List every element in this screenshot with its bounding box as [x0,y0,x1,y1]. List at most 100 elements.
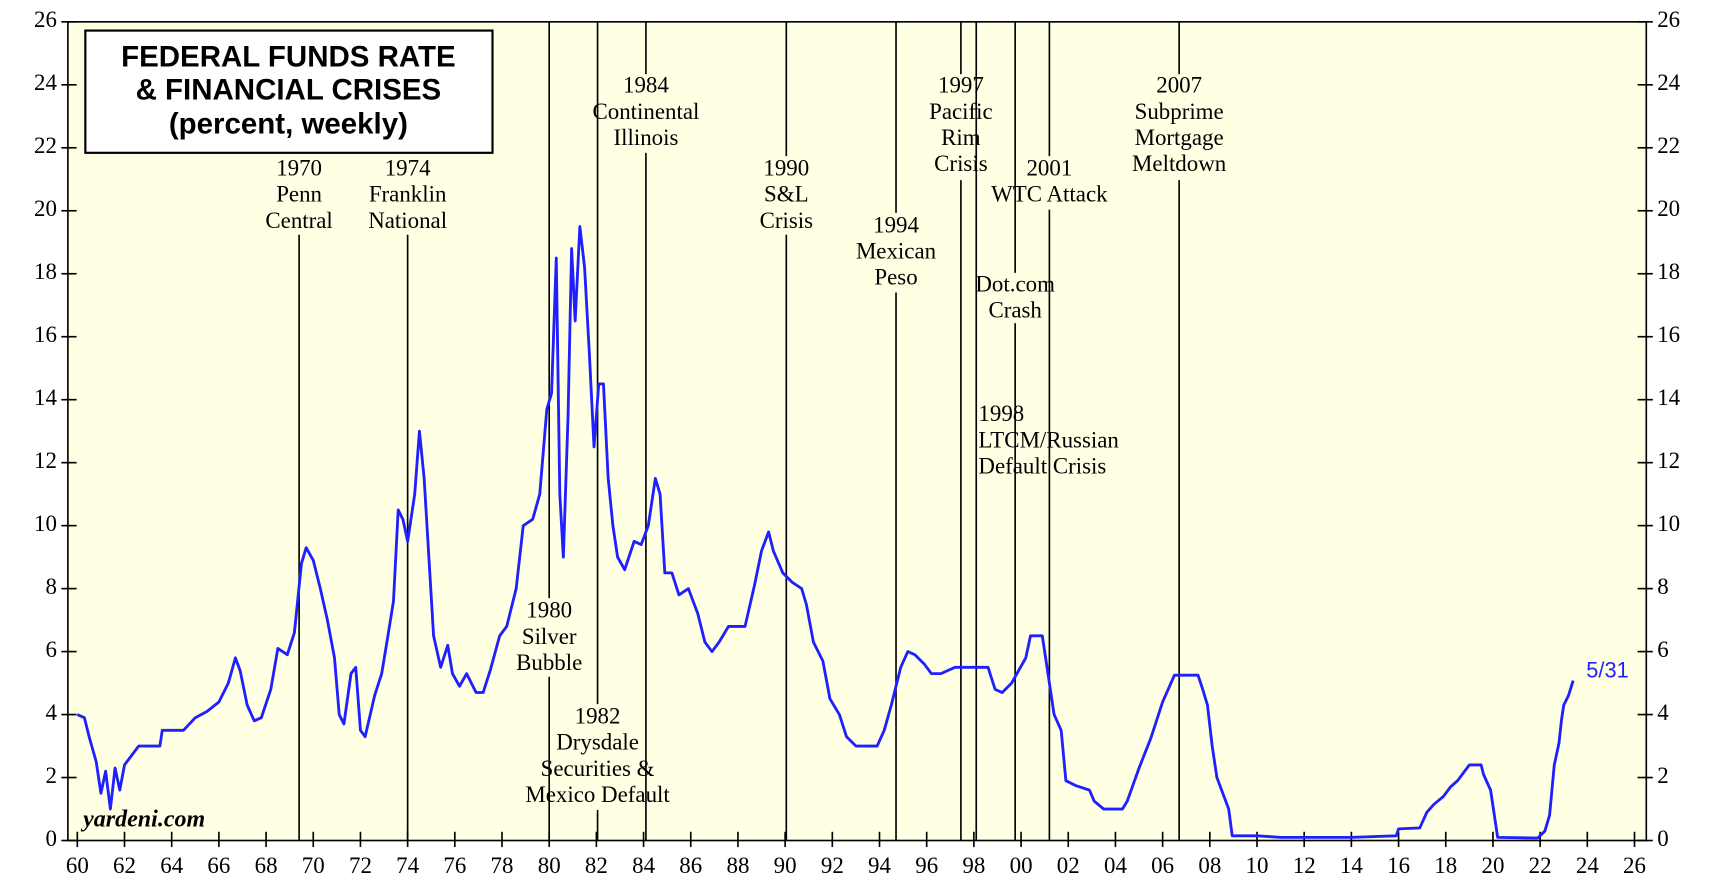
x-tick-label: 94 [868,853,891,878]
x-tick-label: 16 [1387,853,1410,878]
x-tick-label: 92 [821,853,844,878]
y-tick-label: 20 [34,196,57,221]
x-tick-label: 80 [538,853,561,878]
watermark: yardeni.com [80,806,205,832]
x-tick-label: 86 [679,853,702,878]
event-label: Drysdale [556,730,639,755]
x-tick-label: 98 [962,853,985,878]
x-tick-label: 84 [632,853,655,878]
event-label: Crisis [934,151,988,176]
y-tick-label: 2 [46,763,57,788]
event-label: Default Crisis [978,454,1106,479]
x-tick-label: 68 [255,853,278,878]
y-tick-label-right: 2 [1657,763,1668,788]
event-label: 1997 [938,73,984,98]
y-tick-label-right: 12 [1657,448,1680,473]
x-tick-label: 20 [1481,853,1504,878]
event-label: 1984 [623,73,669,98]
event-label: 1980 [526,598,572,623]
x-tick-label: 78 [491,853,514,878]
chart-title: FEDERAL FUNDS RATE [121,41,456,74]
x-tick-label: 26 [1623,853,1646,878]
event-label: Securities & [541,756,655,781]
event-label: Dot.com [975,271,1055,296]
x-tick-label: 90 [774,853,797,878]
y-tick-label-right: 22 [1657,133,1680,158]
end-label: 5/31 [1586,658,1628,683]
x-tick-label: 06 [1151,853,1174,878]
y-tick-label: 0 [46,826,57,851]
event-label: Meltdown [1132,151,1227,176]
event-label: National [368,208,447,233]
event-label: 1982 [575,704,621,729]
y-tick-label: 22 [34,133,57,158]
event-label: Subprime [1135,99,1224,124]
y-tick-label-right: 6 [1657,637,1668,662]
event-label: Crash [988,297,1042,322]
x-tick-label: 10 [1246,853,1269,878]
x-tick-label: 72 [349,853,372,878]
event-label: Mortgage [1135,125,1224,150]
plot-background [67,21,1647,841]
y-tick-label: 24 [34,70,57,95]
event-label: 1990 [763,156,809,181]
y-tick-label: 4 [46,700,58,725]
y-tick-label: 14 [34,385,57,410]
event-label: LTCM/Russian [978,427,1119,452]
x-tick-label: 96 [915,853,938,878]
event-label: 2007 [1156,73,1202,98]
x-tick-label: 22 [1529,853,1552,878]
event-label: Continental [592,99,699,124]
y-tick-label: 16 [34,322,57,347]
layer [76,225,1575,840]
x-tick-label: 24 [1576,853,1599,878]
event-label: Bubble [516,650,582,675]
y-tick-label: 12 [34,448,57,473]
x-tick-label: 18 [1434,853,1457,878]
event-label: Pacific [929,99,993,124]
x-tick-label: 66 [207,853,230,878]
x-tick-label: 62 [113,853,136,878]
x-tick-label: 88 [726,853,749,878]
event-label: Illinois [613,125,678,150]
y-tick-label-right: 18 [1657,259,1680,284]
event-label: 1998 [978,401,1024,426]
title-box [84,29,494,154]
event-label: Mexican [856,239,937,264]
y-tick-label-right: 24 [1657,70,1680,95]
x-tick-label: 12 [1293,853,1316,878]
event-label: 2001 [1026,156,1072,181]
y-tick-label: 26 [34,7,57,32]
y-tick-label-right: 20 [1657,196,1680,221]
y-tick-label: 10 [34,511,57,536]
chart-subtitle: (percent, weekly) [169,107,408,140]
x-tick-label: 00 [1010,853,1033,878]
x-tick-label: 08 [1198,853,1221,878]
x-tick-label: 82 [585,853,608,878]
y-tick-label-right: 4 [1657,700,1669,725]
event-label: Mexico Default [525,782,670,807]
event-label: Peso [874,265,917,290]
event-label: Franklin [369,182,447,207]
x-tick-label: 74 [396,853,419,878]
x-tick-label: 76 [443,853,466,878]
event-label: WTC Attack [991,182,1108,207]
y-tick-label: 8 [46,574,57,599]
y-tick-label-right: 16 [1657,322,1680,347]
y-tick-label: 6 [46,637,57,662]
event-label: 1970 [276,156,322,181]
y-tick-label-right: 14 [1657,385,1680,410]
event-label: S&L [764,182,809,207]
x-tick-label: 04 [1104,853,1127,878]
x-tick-label: 60 [66,853,89,878]
event-label: Crisis [760,208,814,233]
y-tick-label-right: 26 [1657,7,1680,32]
x-tick-label: 64 [160,853,183,878]
event-label: 1974 [385,156,431,181]
event-label: Silver [522,624,577,649]
x-tick-label: 70 [302,853,325,878]
chart-title: & FINANCIAL CRISES [136,73,442,106]
event-label: 1994 [873,212,919,237]
event-label: Rim [941,125,981,150]
